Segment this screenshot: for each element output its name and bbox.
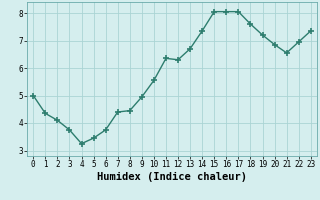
X-axis label: Humidex (Indice chaleur): Humidex (Indice chaleur) [97, 172, 247, 182]
